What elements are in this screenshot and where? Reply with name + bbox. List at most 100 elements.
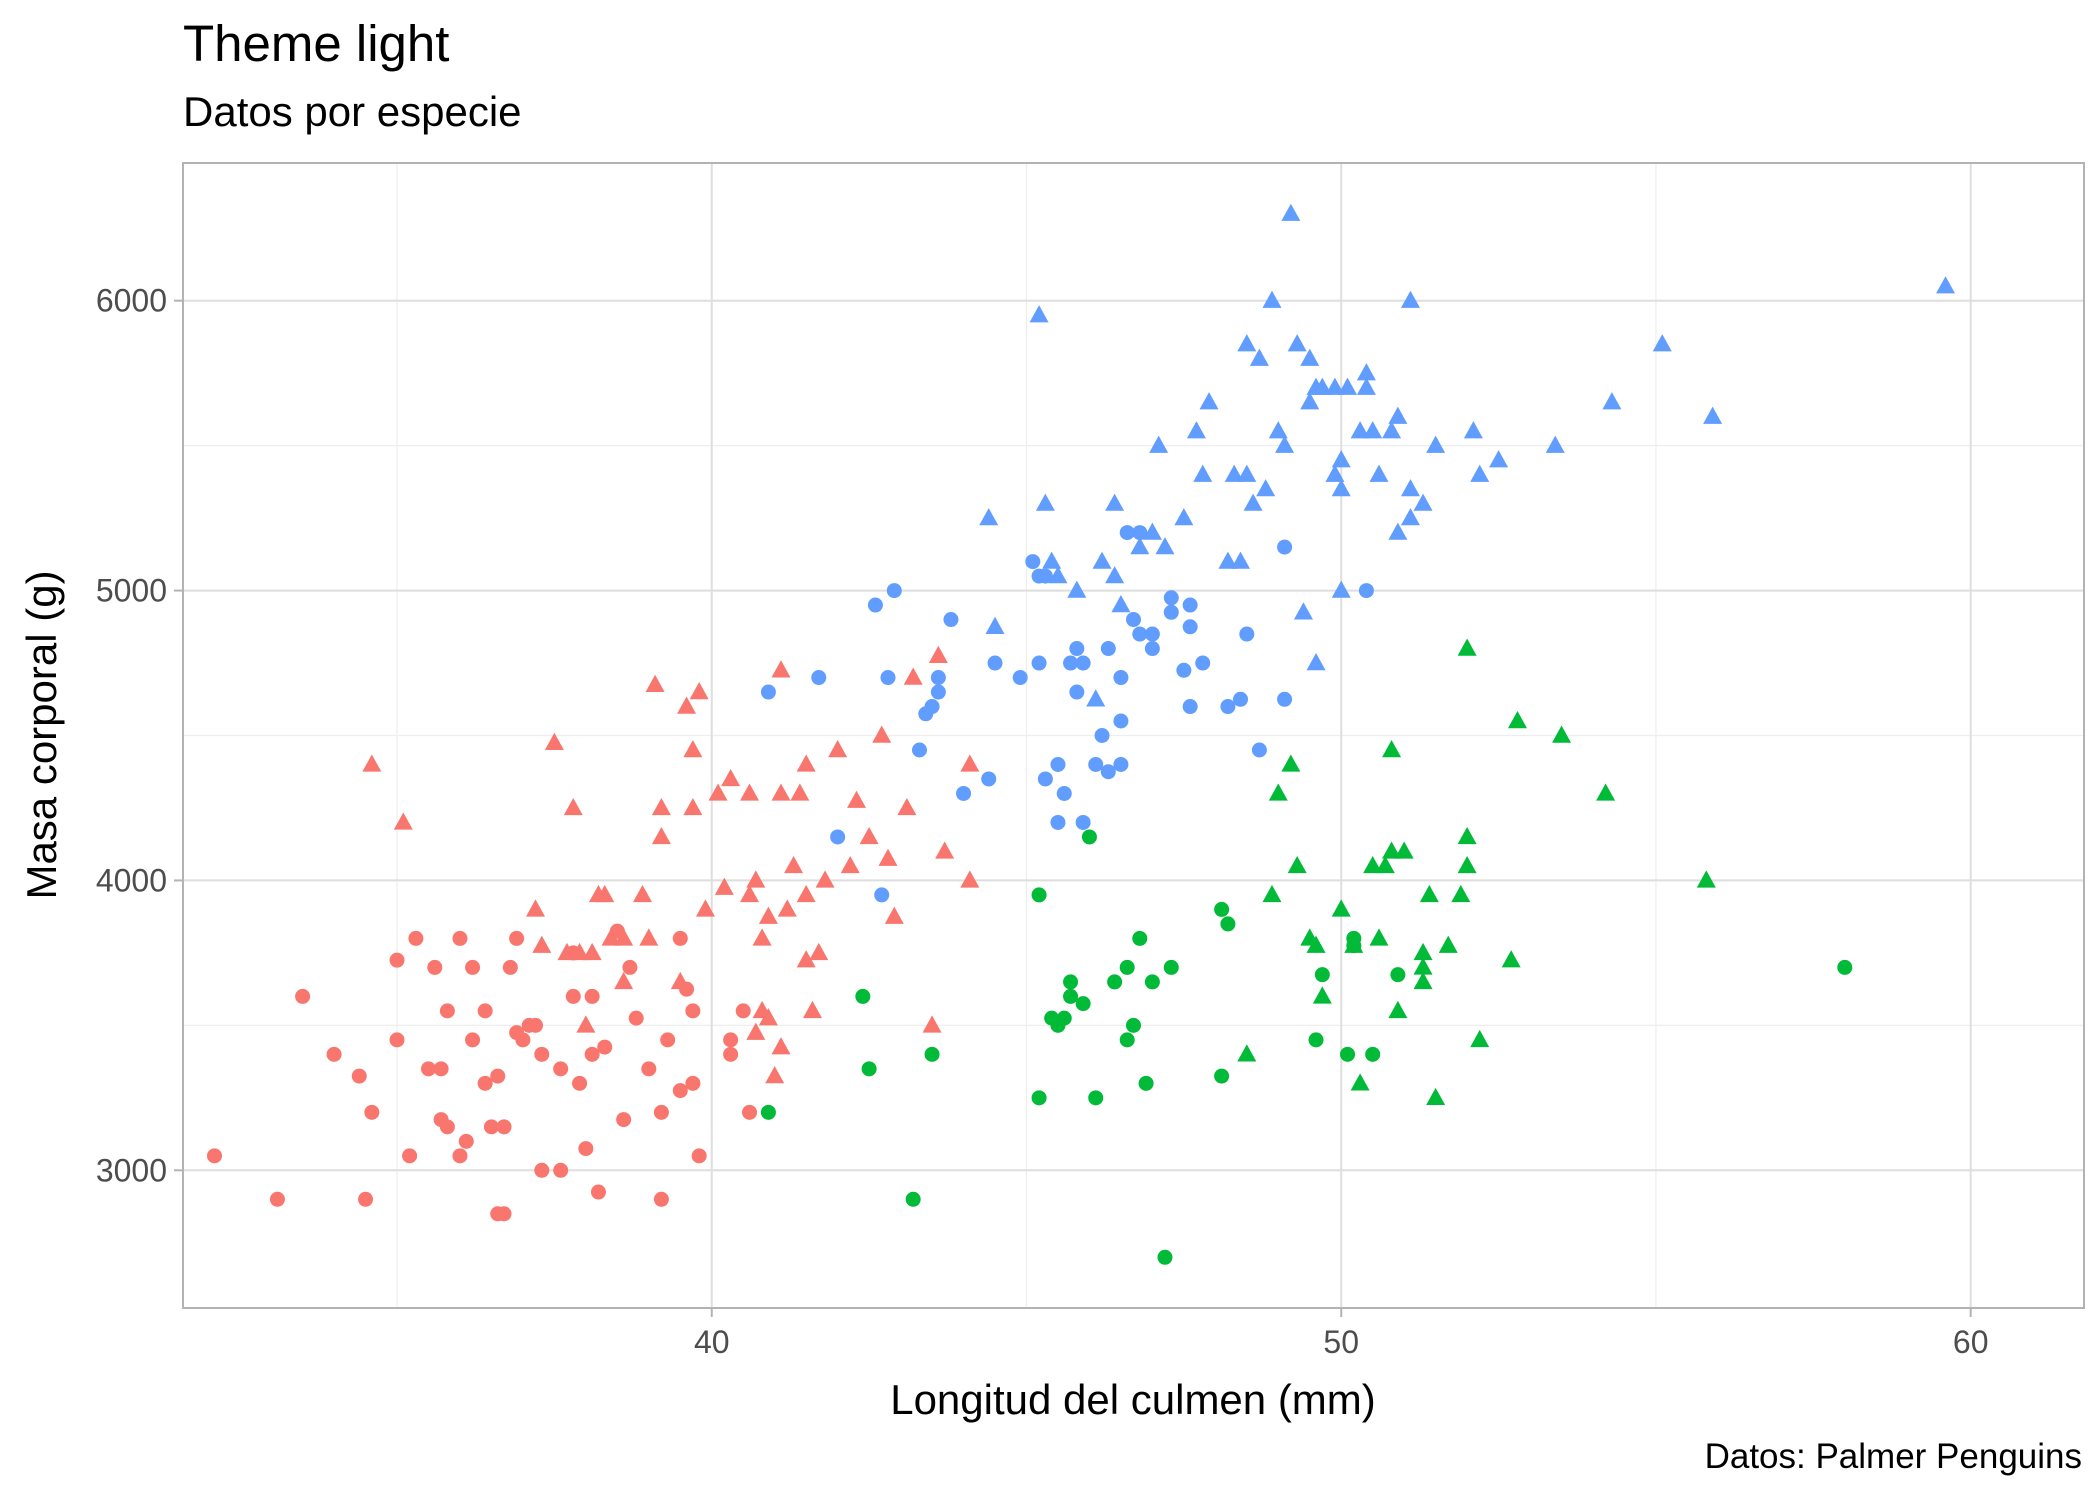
- data-point-circle: [956, 785, 972, 801]
- data-point-triangle: [1111, 595, 1131, 613]
- y-tick-label: 4000: [96, 862, 167, 898]
- data-point-circle: [1214, 901, 1230, 917]
- data-point-circle: [1837, 959, 1853, 975]
- data-point-circle: [477, 1003, 493, 1019]
- x-tick-label: 60: [1953, 1324, 1989, 1360]
- data-point-circle: [408, 930, 424, 946]
- data-point-triangle: [1388, 406, 1408, 424]
- data-point-triangle: [1331, 580, 1351, 598]
- data-point-triangle: [601, 928, 621, 946]
- data-point-circle: [855, 988, 871, 1004]
- data-point-triangle: [1325, 377, 1345, 395]
- data-point-circle: [578, 1141, 594, 1157]
- data-point-triangle: [897, 797, 917, 816]
- data-point-circle: [439, 1119, 455, 1135]
- data-point-triangle: [1388, 1000, 1408, 1019]
- data-point-circle: [653, 1104, 669, 1120]
- data-point-circle: [905, 1191, 921, 1207]
- data-point-triangle: [1596, 783, 1616, 801]
- data-point-circle: [1050, 814, 1066, 830]
- data-point-triangle: [1463, 421, 1483, 439]
- data-point-triangle: [1696, 870, 1716, 888]
- data-point-circle: [458, 1133, 474, 1149]
- data-point-triangle: [1545, 435, 1565, 453]
- data-point-circle: [1100, 641, 1116, 657]
- data-point-triangle: [1369, 928, 1389, 946]
- data-point-triangle: [570, 942, 590, 961]
- data-point-triangle: [746, 870, 766, 888]
- data-point-triangle: [1552, 725, 1572, 743]
- data-point-triangle: [1262, 884, 1282, 903]
- data-point-triangle: [1331, 899, 1351, 917]
- data-point-circle: [1126, 1017, 1141, 1033]
- data-point-circle: [465, 959, 481, 975]
- data-point-triangle: [777, 899, 797, 917]
- data-point-triangle: [1413, 493, 1433, 511]
- data-point-circle: [924, 699, 940, 715]
- data-point-triangle: [1344, 935, 1364, 953]
- data-point-circle: [358, 1191, 374, 1207]
- data-point-circle: [1094, 728, 1110, 743]
- plot-border: [182, 162, 2085, 1309]
- data-point-circle: [1113, 670, 1129, 686]
- data-point-triangle: [393, 812, 413, 830]
- data-point-triangle: [1237, 464, 1257, 482]
- data-point-circle: [880, 670, 896, 686]
- data-point-triangle: [784, 855, 804, 874]
- data-point-triangle: [1356, 363, 1376, 381]
- data-point-circle: [672, 930, 688, 946]
- data-point-triangle: [1300, 348, 1320, 366]
- data-point-triangle: [752, 928, 772, 946]
- data-point-triangle: [1350, 1073, 1370, 1091]
- data-point-triangle: [796, 884, 816, 903]
- data-point-circle: [1063, 655, 1079, 671]
- data-point-circle: [660, 1032, 676, 1048]
- data-point-triangle: [1174, 508, 1194, 526]
- data-point-triangle: [1262, 290, 1282, 308]
- data-point-circle: [1163, 604, 1179, 620]
- data-point-circle: [553, 1061, 569, 1077]
- data-point-triangle: [1287, 855, 1307, 874]
- data-point-triangle: [1300, 392, 1320, 410]
- data-point-triangle: [1086, 689, 1106, 707]
- data-point-circle: [1100, 764, 1116, 780]
- data-point-circle: [1031, 1090, 1047, 1106]
- y-tick-label: 3000: [96, 1152, 167, 1188]
- data-point-triangle: [1413, 942, 1433, 961]
- data-point-circle: [1277, 539, 1293, 555]
- data-point-triangle: [1243, 493, 1263, 511]
- data-point-triangle: [1224, 464, 1244, 482]
- data-point-triangle: [802, 1000, 822, 1019]
- data-point-triangle: [878, 848, 898, 866]
- data-point-triangle: [689, 682, 709, 700]
- data-point-triangle: [1457, 855, 1477, 874]
- data-point-circle: [1031, 887, 1047, 903]
- data-point-circle: [1138, 1075, 1154, 1091]
- data-point-triangle: [1350, 421, 1370, 439]
- data-point-circle: [534, 1046, 550, 1062]
- data-points: [206, 203, 1956, 1265]
- data-point-circle: [641, 1061, 657, 1077]
- data-point-circle: [1157, 1249, 1173, 1265]
- data-point-triangle: [1363, 421, 1383, 439]
- data-point-triangle: [928, 645, 948, 663]
- chart-title: Theme light: [183, 15, 450, 72]
- data-point-circle: [572, 1075, 588, 1091]
- data-point-triangle: [1426, 1087, 1446, 1106]
- data-point-circle: [1176, 662, 1192, 678]
- data-point-triangle: [1325, 464, 1345, 482]
- data-point-circle: [1119, 525, 1135, 541]
- data-point-circle: [1063, 988, 1079, 1004]
- data-point-triangle: [1363, 855, 1383, 874]
- data-point-triangle: [979, 508, 999, 526]
- data-point-circle: [1075, 814, 1091, 830]
- data-point-triangle: [595, 884, 615, 903]
- data-point-triangle: [1936, 276, 1956, 294]
- data-point-circle: [584, 1046, 600, 1062]
- data-point-circle: [1119, 1032, 1135, 1048]
- data-point-circle: [1050, 756, 1066, 772]
- data-point-circle: [1056, 1010, 1072, 1026]
- data-point-circle: [924, 1046, 940, 1062]
- data-point-triangle: [1426, 435, 1446, 453]
- data-point-circle: [1220, 699, 1236, 715]
